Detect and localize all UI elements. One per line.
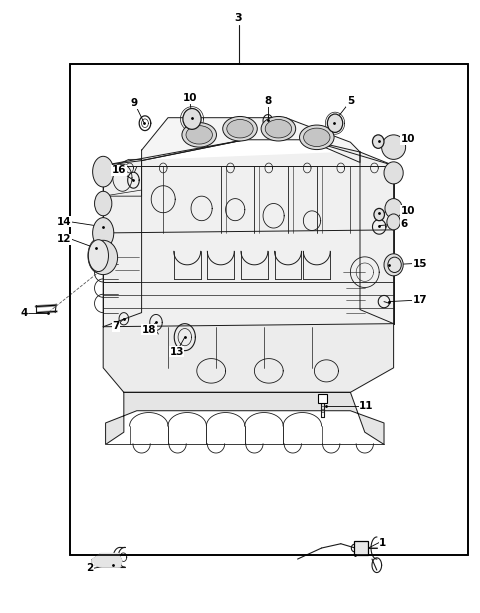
Ellipse shape bbox=[223, 116, 257, 141]
Polygon shape bbox=[307, 140, 394, 324]
Polygon shape bbox=[92, 554, 122, 567]
Text: 18: 18 bbox=[142, 325, 156, 335]
Ellipse shape bbox=[372, 135, 384, 148]
Ellipse shape bbox=[385, 199, 402, 218]
Text: 5: 5 bbox=[347, 96, 354, 106]
Bar bbox=[70, 64, 468, 555]
Ellipse shape bbox=[387, 214, 400, 230]
Text: 11: 11 bbox=[359, 401, 373, 411]
Ellipse shape bbox=[93, 218, 114, 248]
Text: 12: 12 bbox=[57, 234, 71, 244]
Polygon shape bbox=[142, 118, 360, 162]
Ellipse shape bbox=[89, 240, 118, 275]
Ellipse shape bbox=[388, 257, 401, 273]
Text: 9: 9 bbox=[131, 98, 138, 108]
Ellipse shape bbox=[384, 254, 403, 276]
Ellipse shape bbox=[182, 123, 216, 147]
Text: 16: 16 bbox=[112, 166, 126, 175]
Text: 6: 6 bbox=[401, 219, 408, 229]
Text: 8: 8 bbox=[264, 96, 272, 106]
Text: 2: 2 bbox=[86, 563, 94, 573]
Polygon shape bbox=[103, 140, 245, 327]
Ellipse shape bbox=[227, 120, 253, 138]
Ellipse shape bbox=[327, 114, 343, 132]
Ellipse shape bbox=[304, 128, 330, 147]
Text: 3: 3 bbox=[235, 13, 242, 23]
Polygon shape bbox=[106, 392, 384, 444]
Text: 1: 1 bbox=[379, 538, 386, 547]
Ellipse shape bbox=[95, 191, 112, 216]
Text: 4: 4 bbox=[21, 308, 28, 318]
Text: 10: 10 bbox=[401, 134, 415, 144]
Bar bbox=[70, 64, 468, 555]
Ellipse shape bbox=[88, 240, 108, 272]
Polygon shape bbox=[103, 324, 394, 392]
Ellipse shape bbox=[374, 208, 384, 221]
Ellipse shape bbox=[186, 126, 212, 144]
Text: 14: 14 bbox=[57, 217, 71, 227]
Bar bbox=[354, 541, 368, 555]
Ellipse shape bbox=[93, 156, 114, 187]
Text: 13: 13 bbox=[169, 347, 184, 357]
Ellipse shape bbox=[265, 120, 291, 138]
Polygon shape bbox=[103, 152, 394, 327]
Text: 7: 7 bbox=[112, 321, 120, 331]
Bar bbox=[318, 394, 327, 403]
Ellipse shape bbox=[300, 125, 334, 150]
Ellipse shape bbox=[382, 135, 406, 159]
Text: 10: 10 bbox=[401, 206, 415, 216]
Ellipse shape bbox=[261, 116, 296, 141]
Text: 17: 17 bbox=[413, 295, 427, 305]
Ellipse shape bbox=[384, 162, 403, 184]
Text: 15: 15 bbox=[413, 259, 427, 268]
Text: 10: 10 bbox=[182, 93, 197, 103]
Ellipse shape bbox=[183, 109, 201, 129]
